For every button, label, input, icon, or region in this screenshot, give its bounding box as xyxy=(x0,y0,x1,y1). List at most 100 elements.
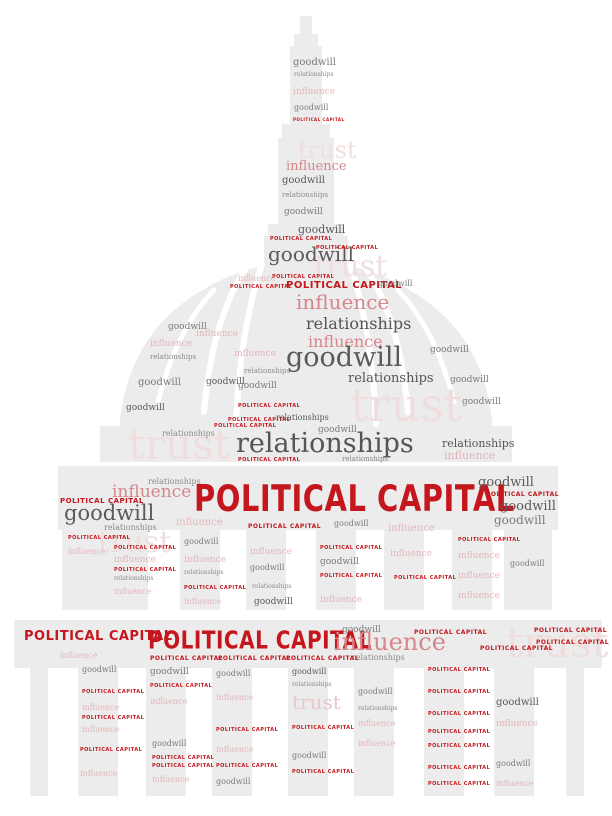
word-political-capital: POLITICAL CAPITAL xyxy=(480,645,554,652)
word-political-capital: POLITICAL CAPITAL xyxy=(320,573,383,579)
word-goodwill: goodwill xyxy=(238,381,277,391)
word-goodwill: goodwill xyxy=(216,669,251,678)
word-influence: influence xyxy=(184,555,226,565)
word-influence: influence xyxy=(444,449,496,462)
word-political-capital: POLITICAL CAPITAL xyxy=(534,627,608,634)
word-influence: influence xyxy=(334,628,446,656)
word-goodwill: goodwill xyxy=(496,697,539,708)
word-relationships: relationships xyxy=(244,367,291,375)
word-influence: influence xyxy=(238,274,276,283)
word-political-capital: POLITICAL CAPITAL xyxy=(428,667,491,673)
word-political-capital: POLITICAL CAPITAL xyxy=(428,729,491,735)
word-political-capital: POLITICAL CAPITAL xyxy=(152,763,215,769)
word-influence: influence xyxy=(308,332,383,351)
word-political-capital: POLITICAL CAPITAL xyxy=(150,655,224,662)
word-political-capital: POLITICAL CAPITAL xyxy=(60,497,144,505)
word-goodwill: goodwill xyxy=(152,739,187,748)
word-influence: influence xyxy=(320,595,362,605)
word-political-capital: POLITICAL CAPITAL xyxy=(238,403,301,409)
word-political-capital: POLITICAL CAPITAL xyxy=(293,117,345,122)
word-influence: influence xyxy=(216,693,254,702)
word-political-capital: POLITICAL CAPITAL xyxy=(114,545,177,551)
word-political-capital: POLITICAL CAPITAL xyxy=(238,457,301,463)
word-political-capital: POLITICAL CAPITAL xyxy=(414,629,488,636)
word-goodwill: goodwill xyxy=(82,665,117,674)
word-political-capital: POLITICAL CAPITAL xyxy=(82,715,145,721)
word-goodwill: goodwill xyxy=(150,667,189,677)
word-goodwill: goodwill xyxy=(334,519,369,528)
word-political-capital: POLITICAL CAPITAL xyxy=(184,585,247,591)
word-goodwill: goodwill xyxy=(496,759,531,768)
word-influence: influence xyxy=(358,739,396,748)
word-political-capital: POLITICAL CAPITAL xyxy=(152,755,215,761)
word-goodwill: goodwill xyxy=(282,175,325,186)
word-influence: influence xyxy=(150,339,192,349)
word-relationships: relationships xyxy=(276,413,329,422)
word-relationships: relationships xyxy=(162,429,215,438)
word-relationships: relationships xyxy=(352,653,405,662)
word-political-capital: POLITICAL CAPITAL xyxy=(428,711,491,717)
word-goodwill: goodwill xyxy=(320,557,359,567)
word-influence: influence xyxy=(152,775,190,784)
word-influence: influence xyxy=(80,769,118,778)
word-political-capital: POLITICAL CAPITAL xyxy=(292,725,355,731)
word-relationships: relationships xyxy=(114,575,154,582)
word-goodwill: goodwill xyxy=(126,403,165,413)
word-trust: trust xyxy=(292,690,341,714)
word-political-capital-large: POLITICAL CAPITAL xyxy=(148,624,372,655)
word-goodwill: goodwill xyxy=(268,242,354,266)
word-goodwill: goodwill xyxy=(478,475,534,490)
word-political-capital: POLITICAL CAPITAL xyxy=(82,689,145,695)
word-relationships: relationships xyxy=(292,681,332,688)
word-relationships: relationships xyxy=(282,191,329,199)
word-relationships: relationships xyxy=(150,353,197,361)
word-relationships: relationships xyxy=(342,455,389,463)
word-goodwill: goodwill xyxy=(286,342,403,373)
word-influence: influence xyxy=(112,482,192,502)
word-influence: influence xyxy=(388,523,435,534)
word-goodwill: goodwill xyxy=(430,345,469,355)
word-political-capital: POLITICAL CAPITAL xyxy=(292,769,355,775)
word-goodwill: goodwill xyxy=(254,597,293,607)
word-goodwill: goodwill xyxy=(292,667,327,676)
word-influence: influence xyxy=(496,719,538,729)
word-influence: influence xyxy=(176,517,223,528)
word-political-capital: POLITICAL CAPITAL xyxy=(394,575,457,581)
word-influence: influence xyxy=(458,571,500,581)
word-political-capital: POLITICAL CAPITAL xyxy=(316,245,379,251)
word-influence: influence xyxy=(60,651,98,660)
word-goodwill: goodwill xyxy=(318,425,357,435)
word-political-capital: POLITICAL CAPITAL xyxy=(228,417,291,423)
word-goodwill: goodwill xyxy=(378,279,413,288)
word-political-capital: POLITICAL CAPITAL xyxy=(458,537,521,543)
word-political-capital: POLITICAL CAPITAL xyxy=(248,523,322,530)
word-political-capital: POLITICAL CAPITAL xyxy=(24,629,173,644)
word-influence: influence xyxy=(68,547,106,556)
word-influence: influence xyxy=(82,703,120,712)
word-goodwill: goodwill xyxy=(284,207,323,217)
word-goodwill: goodwill xyxy=(450,375,489,385)
word-goodwill: goodwill xyxy=(510,559,545,568)
word-influence: influence xyxy=(293,87,335,97)
word-political-capital: POLITICAL CAPITAL xyxy=(218,655,292,662)
word-influence: influence xyxy=(286,159,347,174)
word-influence: influence xyxy=(196,329,238,339)
word-relationships: relationships xyxy=(294,71,334,78)
word-influence: influence xyxy=(358,719,396,728)
word-influence: influence xyxy=(216,745,254,754)
word-relationships: relationships xyxy=(252,583,292,590)
word-goodwill: goodwill xyxy=(64,501,155,525)
word-relationships: relationships xyxy=(442,437,515,450)
word-political-capital: POLITICAL CAPITAL xyxy=(320,545,383,551)
word-goodwill: goodwill xyxy=(206,377,245,387)
word-relationships: relationships xyxy=(184,569,224,576)
word-goodwill: goodwill xyxy=(168,322,207,332)
word-political-capital: POLITICAL CAPITAL xyxy=(68,535,131,541)
word-trust: trust xyxy=(98,525,172,560)
word-political-capital: POLITICAL CAPITAL xyxy=(230,284,293,290)
word-influence: influence xyxy=(114,587,152,596)
word-political-capital: POLITICAL CAPITAL xyxy=(214,423,277,429)
word-goodwill: goodwill xyxy=(294,103,329,112)
word-relationships: relationships xyxy=(236,428,414,459)
